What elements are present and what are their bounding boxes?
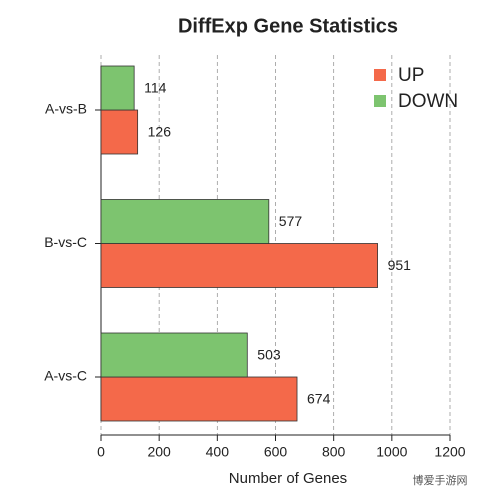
bar: [100, 65, 135, 111]
x-tick-label: 1000: [376, 444, 407, 460]
legend-label: UP: [398, 65, 424, 86]
data-label: 577: [279, 213, 303, 229]
bar: [100, 376, 298, 422]
legend-swatch: [374, 69, 386, 81]
data-label: 674: [307, 391, 331, 407]
legend-label: DOWN: [398, 91, 458, 112]
data-label: 126: [148, 124, 172, 140]
watermark: 博爱手游网: [413, 473, 468, 487]
x-tick-label: 800: [322, 444, 346, 460]
data-label: 114: [144, 80, 167, 96]
x-tick-label: 400: [206, 444, 230, 460]
data-label: 503: [257, 347, 281, 363]
x-tick-label: 0: [97, 444, 105, 460]
x-axis-label: Number of Genes: [229, 470, 347, 487]
x-tick-label: 600: [264, 444, 288, 460]
y-tick-label: A-vs-C: [44, 368, 87, 384]
bar: [100, 243, 378, 288]
bar: [100, 199, 270, 244]
data-label: 951: [388, 257, 412, 273]
bar: [100, 332, 248, 378]
legend-swatch: [374, 95, 386, 107]
y-tick-label: B-vs-C: [44, 234, 87, 250]
x-tick-label: 1200: [434, 444, 465, 460]
x-tick-label: 200: [147, 444, 171, 460]
bar: [100, 109, 139, 155]
chart-title: DiffExp Gene Statistics: [178, 15, 398, 37]
y-tick-label: A-vs-B: [45, 101, 87, 117]
